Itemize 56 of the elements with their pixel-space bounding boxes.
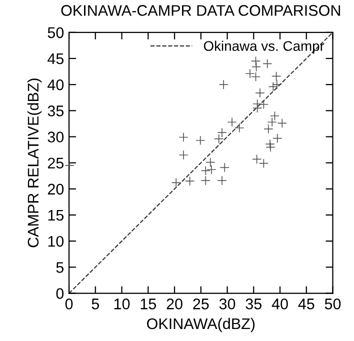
point [250,56,261,66]
point [220,162,230,172]
x-axis-title: OKINAWA(dBZ) [147,318,255,332]
point [245,68,255,78]
x-tick-label: 5 [92,298,100,310]
y-tick-label: 15 [48,210,64,221]
point [64,160,74,170]
point [272,133,282,144]
x-tick-label: 25 [193,298,209,310]
x-tick-label: 20 [166,298,182,310]
point [277,118,287,128]
x-tick-label: 40 [272,298,288,310]
point [265,139,275,149]
y-tick-label: 50 [48,27,64,38]
point [185,176,195,186]
x-tick-label: 30 [219,298,236,310]
point [206,157,216,168]
point [272,71,282,82]
x-tick-label: 15 [140,298,156,310]
point [217,176,227,186]
legend-label: Okinawa vs. Campr [204,40,324,54]
chart-title: OKINAWA-CAMPR DATA COMPARISON [61,5,340,16]
x-tick-label: 0 [65,298,73,310]
point [206,164,216,174]
point [234,123,244,133]
x-tick-label: 10 [114,298,130,310]
point [268,82,278,92]
point [272,80,282,90]
y-tick-label: 25 [48,158,64,169]
point [262,58,272,69]
x-tick-label: 50 [324,298,341,310]
y-tick-label: 5 [56,262,64,273]
point [255,88,265,98]
y-tick-label: 40 [48,79,64,90]
point [250,72,261,82]
y-tick-label: 0 [56,288,64,299]
point [178,150,188,160]
point [200,176,210,186]
point [227,117,237,127]
point [200,166,210,176]
point [218,80,228,90]
y-tick-label: 20 [48,184,64,195]
point [251,62,262,72]
point [252,154,262,164]
y-tick-label: 10 [48,236,64,247]
point [258,158,268,168]
point [178,132,188,142]
x-tick-label: 35 [246,298,262,310]
point [171,178,181,188]
x-tick-label: 45 [298,298,314,310]
point [196,136,206,146]
y-tick-label: 30 [48,132,64,142]
y-tick-label: 35 [48,106,64,116]
point [266,142,276,152]
y-tick-label: 45 [48,54,64,64]
y-axis-title: CAMPR RELATIVE(dBZ) [27,78,42,248]
